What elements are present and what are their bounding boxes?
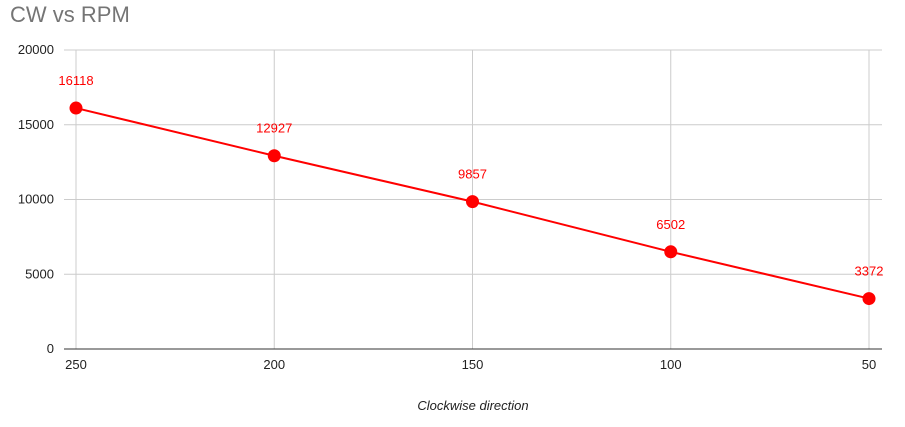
y-tick-label: 15000 (18, 117, 54, 132)
data-label: 3372 (855, 264, 884, 279)
data-labels: 16118 12927 9857 6502 3372 (58, 73, 883, 279)
x-tick-labels: 250 200 150 100 50 (65, 357, 876, 372)
y-tick-labels: 0 5000 10000 15000 20000 (18, 42, 54, 356)
x-tick-label: 250 (65, 357, 87, 372)
data-points (69, 101, 876, 306)
x-axis-title: Clockwise direction (417, 398, 528, 413)
y-tick-label: 0 (47, 341, 54, 356)
data-label: 9857 (458, 167, 487, 182)
data-point (862, 292, 876, 306)
x-tick-label: 100 (660, 357, 682, 372)
data-label: 6502 (656, 217, 685, 232)
data-label: 12927 (256, 121, 292, 136)
y-tick-label: 10000 (18, 192, 54, 207)
data-point (267, 149, 281, 163)
x-tick-label: 200 (263, 357, 285, 372)
data-point (664, 245, 678, 259)
x-tick-label: 50 (862, 357, 876, 372)
x-tick-label: 150 (462, 357, 484, 372)
data-point (466, 195, 479, 209)
chart-title: CW vs RPM (10, 2, 130, 27)
y-tick-label: 20000 (18, 42, 54, 57)
y-tick-label: 5000 (25, 266, 54, 281)
data-label: 16118 (58, 73, 93, 88)
data-point (69, 101, 83, 115)
